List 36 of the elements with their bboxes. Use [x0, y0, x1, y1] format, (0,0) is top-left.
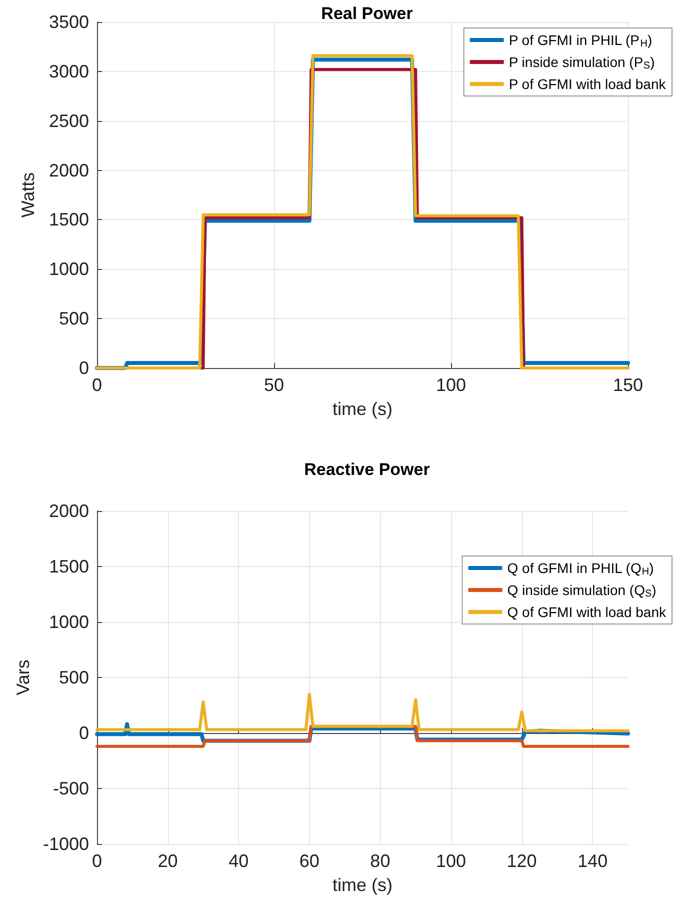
- y-tick-label: 2000: [48, 501, 89, 521]
- legend-label: P of GFMI with load bank: [508, 76, 667, 92]
- y-tick-label: 0: [78, 358, 89, 378]
- x-tick-label: 100: [436, 375, 466, 395]
- y-tick-label: -500: [52, 778, 89, 798]
- y-axis-title: Watts: [18, 172, 38, 218]
- x-tick-label: 140: [578, 851, 608, 871]
- x-tick-label: 0: [92, 375, 102, 395]
- x-tick-label: 20: [158, 851, 178, 871]
- chart-title: Real Power: [321, 4, 414, 23]
- x-tick-label: 50: [264, 375, 284, 395]
- x-tick-label: 150: [612, 375, 644, 395]
- y-axis-title: Vars: [13, 660, 34, 696]
- chart-title: Reactive Power: [304, 460, 430, 479]
- x-tick-label: 40: [228, 851, 249, 871]
- y-tick-label: 1000: [48, 612, 89, 632]
- legend-label: Q of GFMI with load bank: [507, 604, 667, 620]
- x-tick-label: 80: [370, 851, 390, 871]
- y-tick-label: -1000: [42, 834, 89, 854]
- y-tick-label: 3500: [48, 12, 89, 32]
- y-tick-label: 2000: [48, 160, 89, 180]
- y-tick-label: 1000: [48, 259, 89, 280]
- y-tick-label: 1500: [48, 556, 89, 576]
- x-tick-label: 120: [506, 851, 537, 871]
- x-tick-label: 60: [299, 851, 320, 871]
- x-tick-label: 100: [436, 851, 466, 871]
- y-tick-label: 3000: [48, 61, 89, 82]
- y-tick-label: 0: [78, 723, 89, 743]
- x-tick-label: 0: [92, 851, 102, 871]
- y-tick-label: 1500: [48, 210, 89, 230]
- y-tick-label: 500: [58, 668, 89, 688]
- line-series: [96, 692, 630, 732]
- y-tick-label: 2500: [48, 110, 89, 131]
- y-tick-label: 500: [58, 308, 89, 329]
- x-axis-title: time (s): [332, 875, 392, 895]
- x-axis-title: time (s): [332, 399, 392, 419]
